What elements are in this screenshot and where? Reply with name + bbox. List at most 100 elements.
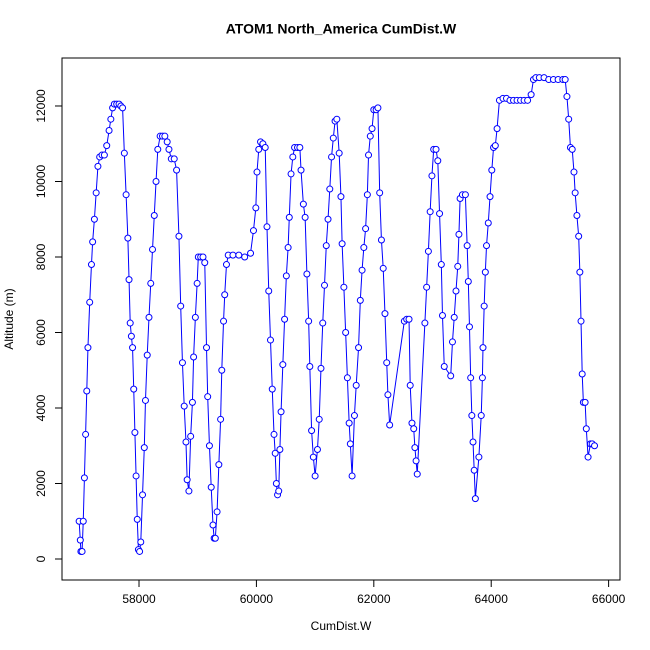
point: [165, 145, 173, 153]
point: [384, 391, 392, 399]
point: [249, 227, 257, 235]
point: [322, 242, 330, 250]
point: [143, 351, 151, 359]
point: [140, 444, 148, 452]
point: [408, 419, 416, 427]
point: [267, 336, 275, 344]
y-axis-label: Altitude (m): [2, 288, 16, 349]
point: [119, 104, 127, 112]
point: [107, 115, 115, 123]
point: [464, 278, 472, 286]
point: [568, 145, 576, 153]
point: [345, 419, 353, 427]
point: [383, 359, 391, 367]
point: [253, 168, 261, 176]
y-tick-label: 2000: [34, 470, 48, 497]
point: [386, 421, 394, 429]
point: [188, 398, 196, 406]
point: [173, 166, 181, 174]
point: [133, 515, 141, 523]
point: [126, 319, 134, 327]
point: [218, 366, 226, 374]
point: [276, 446, 284, 454]
point: [315, 415, 323, 423]
point: [335, 149, 343, 157]
point: [86, 298, 94, 306]
point: [437, 261, 445, 269]
point: [213, 508, 221, 516]
point: [581, 398, 589, 406]
point: [366, 132, 374, 140]
point: [187, 432, 195, 440]
point: [105, 127, 113, 135]
point: [561, 76, 569, 84]
point: [469, 438, 477, 446]
point: [170, 155, 178, 163]
point: [284, 244, 292, 252]
point: [436, 210, 444, 218]
point: [577, 317, 585, 325]
y-tick-label: 10000: [34, 164, 48, 198]
point: [301, 213, 309, 221]
point: [365, 151, 373, 159]
point: [205, 442, 213, 450]
point: [191, 313, 199, 321]
point: [484, 219, 492, 227]
point: [324, 215, 332, 223]
point: [201, 259, 209, 267]
point: [241, 253, 249, 261]
point: [255, 145, 263, 153]
chart-title: ATOM1 North_America CumDist.W: [226, 21, 457, 37]
point: [125, 276, 133, 284]
point: [488, 166, 496, 174]
point: [185, 487, 193, 495]
point: [413, 470, 421, 478]
point: [150, 211, 158, 219]
point: [268, 385, 276, 393]
point: [565, 115, 573, 123]
point: [406, 381, 414, 389]
point: [471, 495, 479, 503]
point: [132, 472, 140, 480]
point: [221, 291, 229, 299]
point: [311, 472, 319, 480]
plot-frame: [61, 57, 621, 581]
point: [89, 238, 97, 246]
point: [80, 474, 88, 482]
point: [178, 359, 186, 367]
point: [120, 149, 128, 157]
point: [313, 446, 321, 454]
point: [455, 230, 463, 238]
point: [182, 438, 190, 446]
point: [270, 430, 278, 438]
point: [261, 144, 269, 152]
point: [570, 168, 578, 176]
point: [470, 466, 478, 474]
point: [215, 461, 223, 469]
point: [434, 157, 442, 165]
point: [355, 344, 363, 352]
point: [480, 302, 488, 310]
x-tick-label: 66000: [592, 592, 626, 606]
point: [252, 204, 260, 212]
point: [289, 153, 297, 161]
point: [217, 415, 225, 423]
point: [222, 261, 230, 269]
point: [190, 353, 198, 361]
point: [139, 491, 147, 499]
point: [136, 547, 144, 555]
point: [204, 393, 212, 401]
y-tick-label: 4000: [34, 394, 48, 421]
point: [154, 145, 162, 153]
point: [90, 215, 98, 223]
point: [527, 91, 535, 99]
point: [282, 272, 290, 280]
point: [483, 242, 491, 250]
point: [279, 361, 287, 369]
point: [358, 266, 366, 274]
point: [265, 287, 273, 295]
point: [440, 362, 448, 370]
point: [377, 236, 385, 244]
point: [591, 442, 599, 450]
